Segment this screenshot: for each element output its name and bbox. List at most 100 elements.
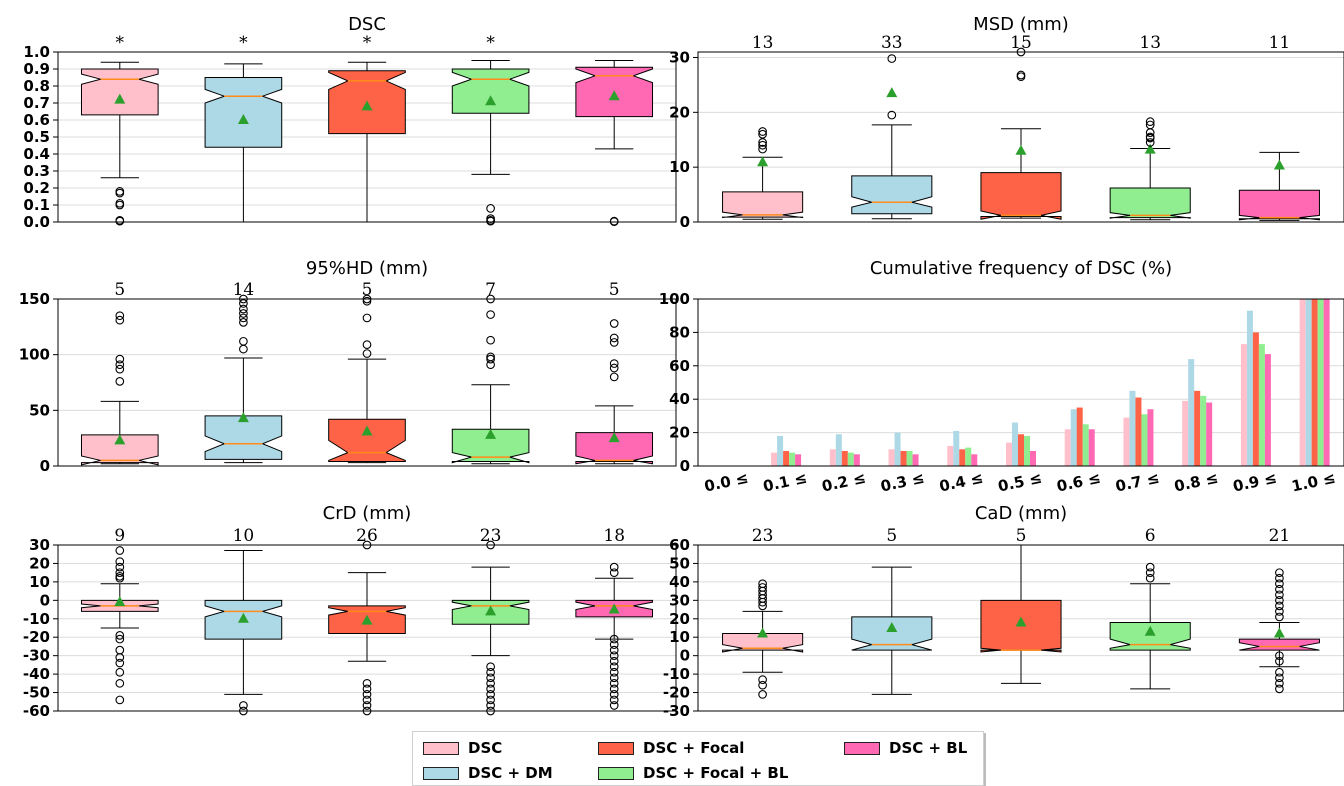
- y-tick-label: 0.8: [23, 77, 50, 95]
- outlier-point: [758, 690, 767, 699]
- box-panel-1: 0 10 20 30 MSD (mm) 13 33 15 13 11: [669, 14, 1344, 231]
- outlier-point: [758, 138, 767, 147]
- outlier-point: [609, 684, 619, 694]
- box-2: [980, 172, 1062, 220]
- outlier-point: [486, 354, 495, 364]
- box-0: [80, 68, 159, 116]
- outlier-point: [115, 695, 125, 705]
- y-tick-label: 60: [669, 357, 690, 375]
- outlier-point: [609, 690, 619, 699]
- outlier-point: [115, 678, 125, 688]
- outlier-point: [362, 349, 372, 358]
- y-tick-label: 0.9: [23, 60, 50, 78]
- outlier-point: [486, 695, 495, 705]
- bar-2: [1252, 332, 1259, 466]
- panel-title: CaD (mm): [975, 503, 1067, 524]
- mean-marker: [237, 114, 249, 124]
- mean-marker: [114, 596, 126, 607]
- bar-2: [783, 450, 790, 466]
- bar-3: [1024, 435, 1030, 466]
- outlier-point: [758, 597, 767, 607]
- outlier-point: [115, 634, 125, 644]
- outlier-point: [887, 110, 897, 120]
- outlier-point: [239, 344, 248, 354]
- legend-item-dsc-focal-bl: DSC + Focal + BL: [598, 763, 788, 783]
- outlier-point: [239, 304, 248, 314]
- outlier-point: [609, 562, 619, 572]
- outlier-point: [115, 667, 125, 677]
- y-tick-label: 30: [29, 536, 50, 554]
- annotation-count: *: [239, 33, 248, 53]
- annotation-count: 5: [1016, 526, 1027, 546]
- outlier-point: [115, 557, 125, 566]
- legend-item-dsc-bl: DSC + BL: [844, 738, 967, 758]
- legend: DSC DSC + DM DSC + Focal DSC + Focal + B…: [412, 731, 984, 786]
- bar-4: [1088, 429, 1095, 466]
- outlier-point: [239, 313, 248, 323]
- mean-marker: [1144, 143, 1156, 154]
- y-tick-label: 50: [669, 554, 690, 572]
- outlier-point: [1275, 590, 1284, 600]
- annotation-count: 26: [356, 526, 378, 546]
- y-tick-label: 10: [29, 573, 50, 591]
- outlier-point: [115, 198, 125, 208]
- x-tick-label: 0.5 ≤: [996, 469, 1043, 496]
- outlier-point: [1275, 584, 1284, 594]
- outlier-point: [486, 204, 495, 213]
- outlier-point: [486, 360, 495, 370]
- y-tick-label: 0.2: [23, 179, 50, 197]
- outlier-point: [362, 690, 372, 699]
- y-tick-label: 30: [669, 591, 690, 609]
- box-3: [1109, 187, 1191, 219]
- y-tick-label: -50: [23, 684, 50, 702]
- outlier-point: [1016, 70, 1026, 80]
- y-tick-label: 0.7: [23, 94, 50, 112]
- bar-0: [829, 449, 836, 466]
- outlier-point: [115, 568, 125, 578]
- y-tick-label: -10: [663, 665, 690, 683]
- x-tick-label: 0.7 ≤: [1114, 469, 1161, 496]
- outlier-point: [1145, 562, 1155, 572]
- legend-label: DSC + Focal + BL: [643, 764, 789, 782]
- outlier-point: [1145, 138, 1155, 147]
- y-tick-label: 20: [29, 554, 50, 572]
- box-4: [1238, 638, 1320, 651]
- bar-3: [1141, 414, 1148, 466]
- outlier-point: [362, 695, 372, 705]
- outlier-point: [609, 695, 619, 705]
- bar-3: [789, 452, 796, 466]
- y-tick-label: 60: [669, 536, 690, 554]
- outlier-point: [1145, 133, 1155, 143]
- bar-4: [1030, 450, 1036, 466]
- bar-2: [1135, 397, 1142, 466]
- mean-marker: [237, 412, 249, 423]
- outlier-point: [115, 562, 125, 572]
- outlier-point: [115, 311, 125, 321]
- outlier-point: [609, 359, 619, 368]
- mean-marker: [237, 612, 249, 623]
- y-tick-label: 40: [669, 390, 690, 408]
- outlier-point: [758, 680, 767, 690]
- box-3: [451, 428, 530, 464]
- outlier-point: [486, 678, 495, 688]
- mean-marker: [886, 87, 898, 98]
- y-tick-label: 30: [669, 48, 690, 66]
- y-tick-label: 150: [19, 290, 50, 308]
- y-tick-label: 0.3: [23, 162, 50, 180]
- bar-panel-3: 0 20 40 60 80 100 Cumulative frequency of DSC …: [659, 258, 1344, 496]
- legend-item-dsc-dm: DSC + DM: [423, 763, 553, 783]
- outlier-point: [486, 690, 495, 699]
- y-tick-label: 0.0: [23, 213, 50, 231]
- annotation-count: 6: [1145, 526, 1156, 546]
- outlier-point: [239, 318, 248, 327]
- box-4: [575, 432, 654, 465]
- box-0: [722, 191, 804, 219]
- y-tick-label: -10: [23, 610, 50, 628]
- outlier-point: [758, 601, 767, 611]
- plot-frame: [57, 544, 677, 712]
- outlier-point: [362, 684, 372, 694]
- panel-title: MSD (mm): [973, 14, 1069, 35]
- outlier-point: [1275, 573, 1284, 583]
- outlier-point: [1275, 595, 1284, 605]
- y-tick-label: 0: [40, 591, 50, 609]
